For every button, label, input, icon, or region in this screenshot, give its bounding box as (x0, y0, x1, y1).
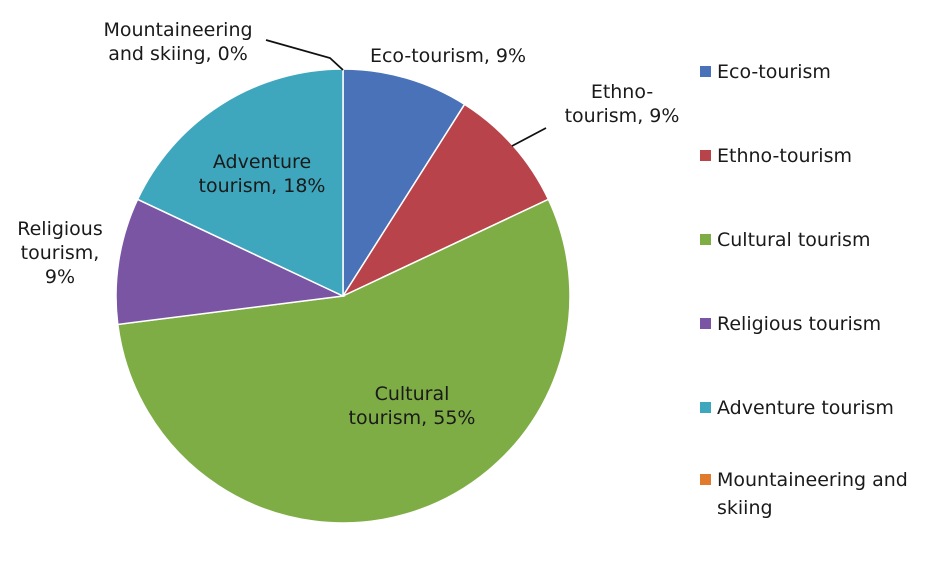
legend-label: Adventure tourism (717, 397, 894, 419)
legend-label: Ethno-tourism (717, 145, 852, 167)
legend-item-ethno-tourism: Ethno-tourism (700, 142, 950, 170)
slice-label-religious-tourism: Religious tourism, 9% (17, 218, 103, 288)
legend-label: Eco-tourism (717, 61, 831, 83)
legend-label: Mountaineering and skiing (717, 469, 908, 519)
legend-item-cultural-tourism: Cultural tourism (700, 226, 950, 254)
pie-slice-religious-tourism (115, 198, 346, 326)
legend-label: Cultural tourism (717, 229, 871, 251)
legend-swatch (700, 66, 711, 77)
legend-item-adventure-tourism: Adventure tourism (700, 394, 950, 422)
slice-label-adventure-tourism: Adventure tourism, 18% (199, 151, 326, 197)
legend-item-mountaineering-and-skiing: Mountaineering and skiing (700, 466, 950, 522)
slice-label-cultural-tourism: Cultural tourism, 55% (349, 383, 476, 429)
legend-item-religious-tourism: Religious tourism (700, 310, 950, 338)
chart-legend: Eco-tourism Ethno-tourism Cultural tourism… (700, 58, 950, 522)
leader-line-mountaineering (265, 39, 344, 71)
pie-slice-eco-tourism (342, 68, 466, 299)
slice-label-ethno-tourism: Ethno-tourism, 9% (565, 81, 680, 127)
legend-swatch (700, 474, 711, 485)
legend-swatch (700, 150, 711, 161)
legend-swatch (700, 318, 711, 329)
legend-swatch (700, 402, 711, 413)
legend-item-eco-tourism: Eco-tourism (700, 58, 950, 86)
slice-label-eco-tourism: Eco-tourism, 9% (370, 45, 526, 67)
pie-slice-adventure-tourism (136, 68, 344, 298)
pie-slice-cultural-tourism (116, 198, 571, 524)
leader-line-ethno (511, 127, 547, 147)
legend-swatch (700, 234, 711, 245)
legend-label: Religious tourism (717, 313, 882, 335)
slice-label-mountaineering-and-skiing: Mountaineering and skiing, 0% (103, 19, 252, 65)
